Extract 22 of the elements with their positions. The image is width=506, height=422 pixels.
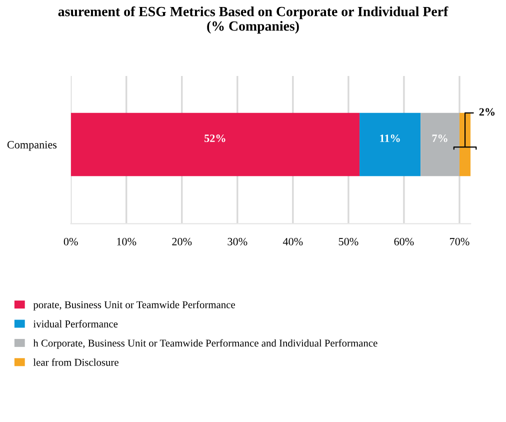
- data-label: 11%: [380, 134, 400, 142]
- x-tick-label: 70%: [450, 238, 470, 246]
- legend-label: lear from Disclosure: [33, 358, 118, 366]
- legend-label: porate, Business Unit or Teamwide Performance: [33, 300, 235, 310]
- x-tick-label: 30%: [228, 238, 248, 246]
- x-tick-label: 50%: [338, 238, 358, 246]
- chart-title: asurement of ESG Metrics Based on Corporate or Individual Perf (% Companies): [58, 6, 448, 34]
- x-tick-label: 10%: [117, 238, 136, 246]
- legend-label: ividual Performance: [33, 320, 118, 328]
- bar: [360, 112, 421, 176]
- x-tick-label: 60%: [394, 238, 414, 246]
- legend-label: h Corporate, Business Unit or Teamwide Performance and Individual Performance: [33, 339, 378, 349]
- bar: [459, 112, 471, 176]
- x-tick-label: 20%: [172, 238, 192, 246]
- bar: [70, 112, 360, 176]
- y-tick-label: Companies: [7, 141, 57, 151]
- x-tick-label: 40%: [282, 238, 303, 246]
- data-label: 2%: [479, 108, 495, 116]
- x-tick-label: 0%: [64, 238, 78, 246]
- data-label: 52%: [204, 134, 226, 142]
- bar: [420, 112, 460, 176]
- data-label: 7%: [432, 134, 448, 142]
